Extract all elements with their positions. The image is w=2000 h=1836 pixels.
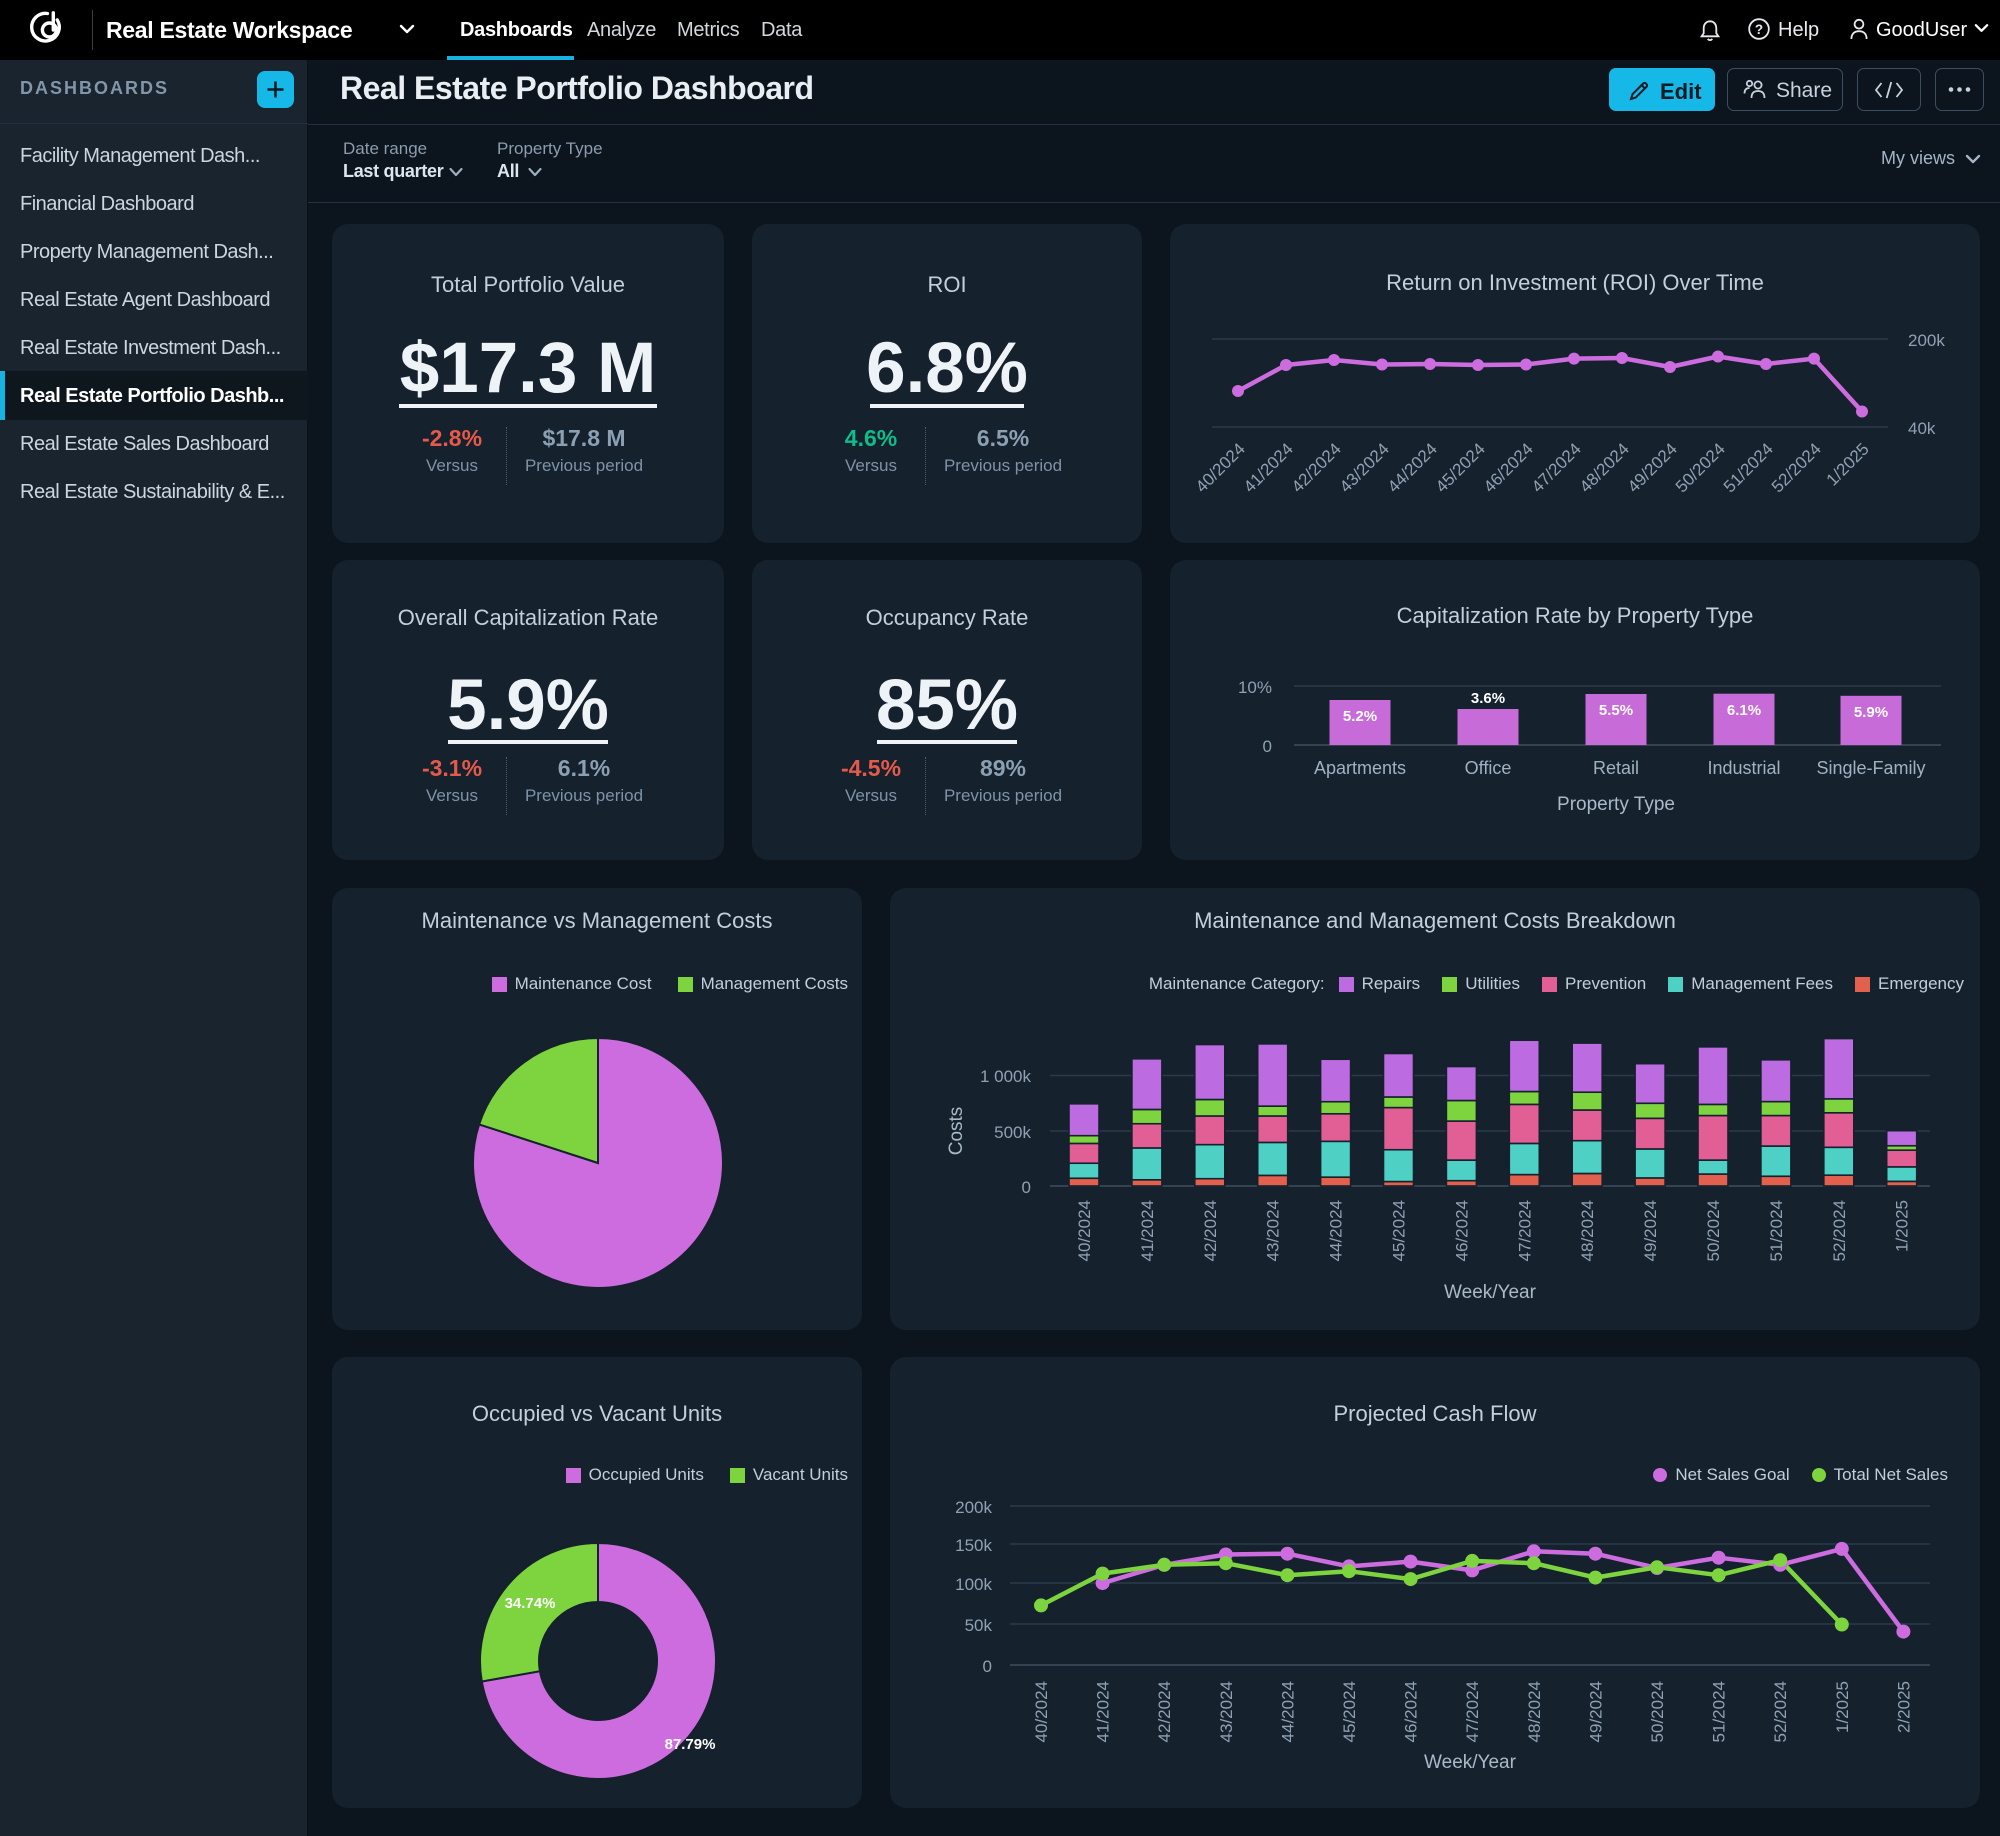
svg-text:5.9%: 5.9% <box>1854 704 1888 721</box>
svg-text:0: 0 <box>983 1657 992 1676</box>
svg-text:51/2024: 51/2024 <box>1710 1681 1729 1742</box>
svg-text:200k: 200k <box>955 1498 992 1517</box>
svg-text:44/2024: 44/2024 <box>1384 439 1441 496</box>
svg-text:Retail: Retail <box>1593 758 1639 778</box>
svg-text:49/2024: 49/2024 <box>1641 1200 1660 1261</box>
svg-text:6.1%: 6.1% <box>1727 702 1761 719</box>
svg-text:41/2024: 41/2024 <box>1094 1681 1113 1742</box>
svg-text:50/2024: 50/2024 <box>1648 1681 1667 1742</box>
svg-text:50/2024: 50/2024 <box>1704 1200 1723 1261</box>
svg-text:47/2024: 47/2024 <box>1515 1200 1534 1261</box>
svg-text:47/2024: 47/2024 <box>1463 1681 1482 1742</box>
svg-text:52/2024: 52/2024 <box>1830 1200 1849 1261</box>
svg-text:44/2024: 44/2024 <box>1278 1681 1297 1742</box>
svg-text:100k: 100k <box>955 1575 992 1594</box>
svg-text:43/2024: 43/2024 <box>1217 1681 1236 1742</box>
svg-text:Week/Year: Week/Year <box>1424 1752 1517 1773</box>
svg-text:48/2024: 48/2024 <box>1578 1200 1597 1261</box>
svg-text:5.5%: 5.5% <box>1599 702 1633 719</box>
svg-text:10%: 10% <box>1238 678 1272 697</box>
svg-text:51/2024: 51/2024 <box>1720 439 1777 496</box>
svg-text:500k: 500k <box>994 1123 1031 1142</box>
svg-text:Single-Family: Single-Family <box>1816 758 1925 778</box>
svg-text:5.2%: 5.2% <box>1343 708 1377 725</box>
svg-text:45/2024: 45/2024 <box>1432 439 1489 496</box>
svg-text:48/2024: 48/2024 <box>1576 439 1633 496</box>
svg-text:41/2024: 41/2024 <box>1240 439 1297 496</box>
svg-text:40/2024: 40/2024 <box>1192 439 1249 496</box>
svg-text:1/2025: 1/2025 <box>1833 1681 1852 1733</box>
svg-text:51/2024: 51/2024 <box>1767 1200 1786 1261</box>
svg-text:52/2024: 52/2024 <box>1768 439 1825 496</box>
svg-text:Property Type: Property Type <box>1557 794 1675 815</box>
svg-text:43/2024: 43/2024 <box>1336 439 1393 496</box>
svg-text:44/2024: 44/2024 <box>1327 1200 1346 1261</box>
svg-text:47/2024: 47/2024 <box>1528 439 1585 496</box>
svg-text:43/2024: 43/2024 <box>1264 1200 1283 1261</box>
svg-text:48/2024: 48/2024 <box>1525 1681 1544 1742</box>
svg-text:1/2025: 1/2025 <box>1823 439 1873 489</box>
svg-text:Week/Year: Week/Year <box>1444 1282 1537 1303</box>
svg-text:Costs: Costs <box>946 1107 967 1156</box>
svg-text:45/2024: 45/2024 <box>1390 1200 1409 1261</box>
svg-text:2/2025: 2/2025 <box>1894 1681 1913 1733</box>
svg-text:45/2024: 45/2024 <box>1340 1681 1359 1742</box>
svg-text:52/2024: 52/2024 <box>1771 1681 1790 1742</box>
svg-text:50/2024: 50/2024 <box>1672 439 1729 496</box>
svg-text:40/2024: 40/2024 <box>1032 1681 1051 1742</box>
svg-text:Industrial: Industrial <box>1707 758 1780 778</box>
svg-text:42/2024: 42/2024 <box>1288 439 1345 496</box>
svg-text:42/2024: 42/2024 <box>1201 1200 1220 1261</box>
svg-text:40k: 40k <box>1908 419 1936 438</box>
svg-text:46/2024: 46/2024 <box>1480 439 1537 496</box>
svg-text:1 000k: 1 000k <box>980 1067 1032 1086</box>
svg-text:50k: 50k <box>965 1616 993 1635</box>
svg-text:0: 0 <box>1022 1178 1031 1197</box>
svg-text:0: 0 <box>1263 737 1272 756</box>
svg-text:87.79%: 87.79% <box>665 1736 716 1753</box>
svg-text:Office: Office <box>1465 758 1512 778</box>
svg-text:1/2025: 1/2025 <box>1893 1200 1912 1252</box>
svg-text:3.6%: 3.6% <box>1471 690 1505 707</box>
svg-text:200k: 200k <box>1908 331 1945 350</box>
svg-text:34.74%: 34.74% <box>505 1595 556 1612</box>
svg-text:?: ? <box>1755 22 1763 37</box>
svg-text:150k: 150k <box>955 1536 992 1555</box>
svg-text:46/2024: 46/2024 <box>1402 1681 1421 1742</box>
svg-text:41/2024: 41/2024 <box>1138 1200 1157 1261</box>
svg-text:46/2024: 46/2024 <box>1452 1200 1471 1261</box>
svg-text:49/2024: 49/2024 <box>1624 439 1681 496</box>
svg-text:Apartments: Apartments <box>1314 758 1406 778</box>
svg-text:42/2024: 42/2024 <box>1155 1681 1174 1742</box>
svg-text:49/2024: 49/2024 <box>1586 1681 1605 1742</box>
svg-text:40/2024: 40/2024 <box>1075 1200 1094 1261</box>
